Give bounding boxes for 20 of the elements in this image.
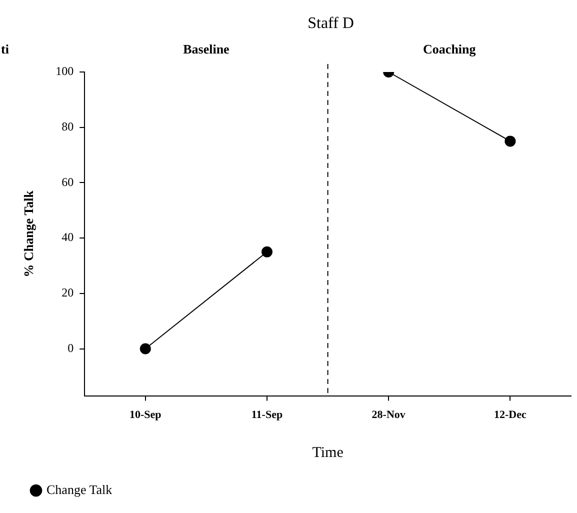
x-tick-label: 12-Dec bbox=[494, 409, 526, 422]
point bbox=[262, 246, 272, 258]
y-tick-label: 60 bbox=[62, 174, 74, 189]
y-tick-label: 20 bbox=[62, 286, 74, 300]
x-tick-label: 11-Sep bbox=[251, 409, 283, 422]
point bbox=[140, 343, 151, 354]
y-tick-label: 100 bbox=[56, 64, 74, 78]
text: Coaching bbox=[423, 41, 476, 56]
text: ti bbox=[1, 41, 10, 56]
text: Baseline bbox=[183, 41, 230, 56]
y-axis-title: % Change Talk bbox=[21, 190, 36, 278]
x-tick-label: 10-Sep bbox=[130, 409, 162, 422]
y-tick-label: 40 bbox=[62, 230, 74, 244]
y-tick-label: 0 bbox=[68, 340, 74, 355]
x-axis-title: Time bbox=[312, 444, 344, 461]
legend-label: Change Talk bbox=[46, 482, 113, 497]
x-tick-label: 28-Nov bbox=[372, 409, 406, 422]
point bbox=[504, 136, 516, 147]
chart-title: Staff D bbox=[308, 15, 354, 32]
y-tick-label: 80 bbox=[62, 120, 74, 134]
